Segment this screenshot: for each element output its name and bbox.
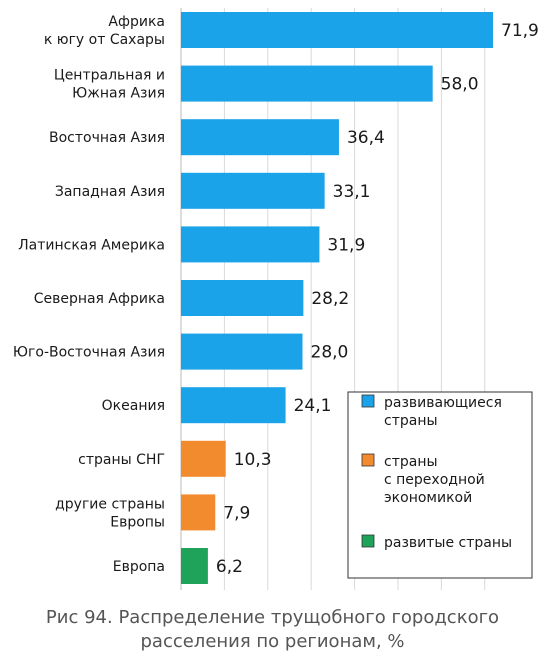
- data-label: 33,1: [333, 182, 371, 202]
- legend-entry-line: развитые страны: [384, 535, 512, 551]
- legend-swatch: [361, 394, 375, 408]
- category-label-line: страны СНГ: [78, 452, 165, 468]
- category-label: Европа: [113, 559, 165, 575]
- category-label-line: Центральная и: [54, 68, 165, 84]
- category-label: страны СНГ: [78, 452, 165, 468]
- legend-entry: страны с переходной экономикой: [384, 454, 485, 506]
- bar: [181, 280, 304, 316]
- data-label: 36,4: [347, 128, 385, 148]
- legend-entry-line: страны: [384, 454, 438, 470]
- figure-caption: Рис 94. Распределение трущобного городск…: [0, 606, 545, 654]
- category-label-line: Океания: [102, 398, 165, 414]
- data-label: 10,3: [234, 450, 272, 470]
- legend-entry: развивающиеся страны: [384, 395, 502, 429]
- bar: [181, 387, 286, 424]
- data-label: 7,9: [223, 503, 250, 523]
- bar: [181, 226, 320, 263]
- category-label-line: другие страны: [55, 496, 165, 512]
- category-label-line: Южная Азия: [72, 86, 165, 102]
- data-label: 31,9: [327, 235, 365, 255]
- caption-line-2: расселения по регионам, %: [140, 631, 405, 652]
- bar: [181, 119, 339, 156]
- category-label: Латинская Америка: [18, 237, 165, 253]
- bar: [181, 494, 216, 531]
- category-label-line: Юго-Восточная Азия: [13, 345, 165, 361]
- data-label: 28,0: [311, 343, 349, 363]
- category-label: другие страны Европы: [55, 496, 165, 530]
- category-label-line: Северная Африка: [34, 291, 165, 307]
- data-label: 71,9: [501, 21, 539, 41]
- category-label: Юго-Восточная Азия: [13, 345, 165, 361]
- bar: [181, 440, 226, 477]
- category-label: Океания: [102, 398, 165, 414]
- bar: [181, 172, 325, 209]
- legend-entry-line: экономикой: [384, 490, 472, 506]
- category-label-line: Западная Азия: [55, 184, 165, 200]
- data-label: 58,0: [441, 75, 479, 95]
- legend-swatch: [361, 534, 375, 548]
- legend-entry: развитые страны: [384, 535, 512, 551]
- legend-entry-line: страны: [384, 413, 438, 429]
- category-label: Западная Азия: [55, 184, 165, 200]
- category-label-line: Европа: [113, 559, 165, 575]
- bar: [181, 548, 208, 584]
- data-label: 6,2: [216, 557, 243, 577]
- category-label-line: Европы: [110, 514, 165, 530]
- data-label: 24,1: [294, 396, 332, 416]
- bar: [181, 333, 303, 370]
- category-label-line: Восточная Азия: [49, 130, 165, 146]
- legend-box: [347, 391, 533, 579]
- bar: [181, 65, 433, 102]
- bar: [181, 12, 493, 48]
- category-label-line: к югу от Сахары: [44, 32, 165, 48]
- category-label-line: Африка: [108, 14, 165, 30]
- category-label-line: Латинская Америка: [18, 237, 165, 253]
- caption-line-1: Рис 94. Распределение трущобного городск…: [45, 607, 500, 628]
- bar-chart: 71,9 Африка к югу от Сахары 58,0 Центральная…: [13, 8, 539, 590]
- legend-entry-line: развивающиеся: [384, 395, 502, 411]
- data-label: 28,2: [311, 289, 349, 309]
- category-label: Африка к югу от Сахары: [44, 14, 165, 48]
- category-label: Восточная Азия: [49, 130, 165, 146]
- category-label: Северная Африка: [34, 291, 165, 307]
- legend-swatch: [361, 453, 375, 467]
- category-label: Центральная и Южная Азия: [54, 68, 165, 102]
- legend-entry-line: с переходной: [384, 472, 485, 488]
